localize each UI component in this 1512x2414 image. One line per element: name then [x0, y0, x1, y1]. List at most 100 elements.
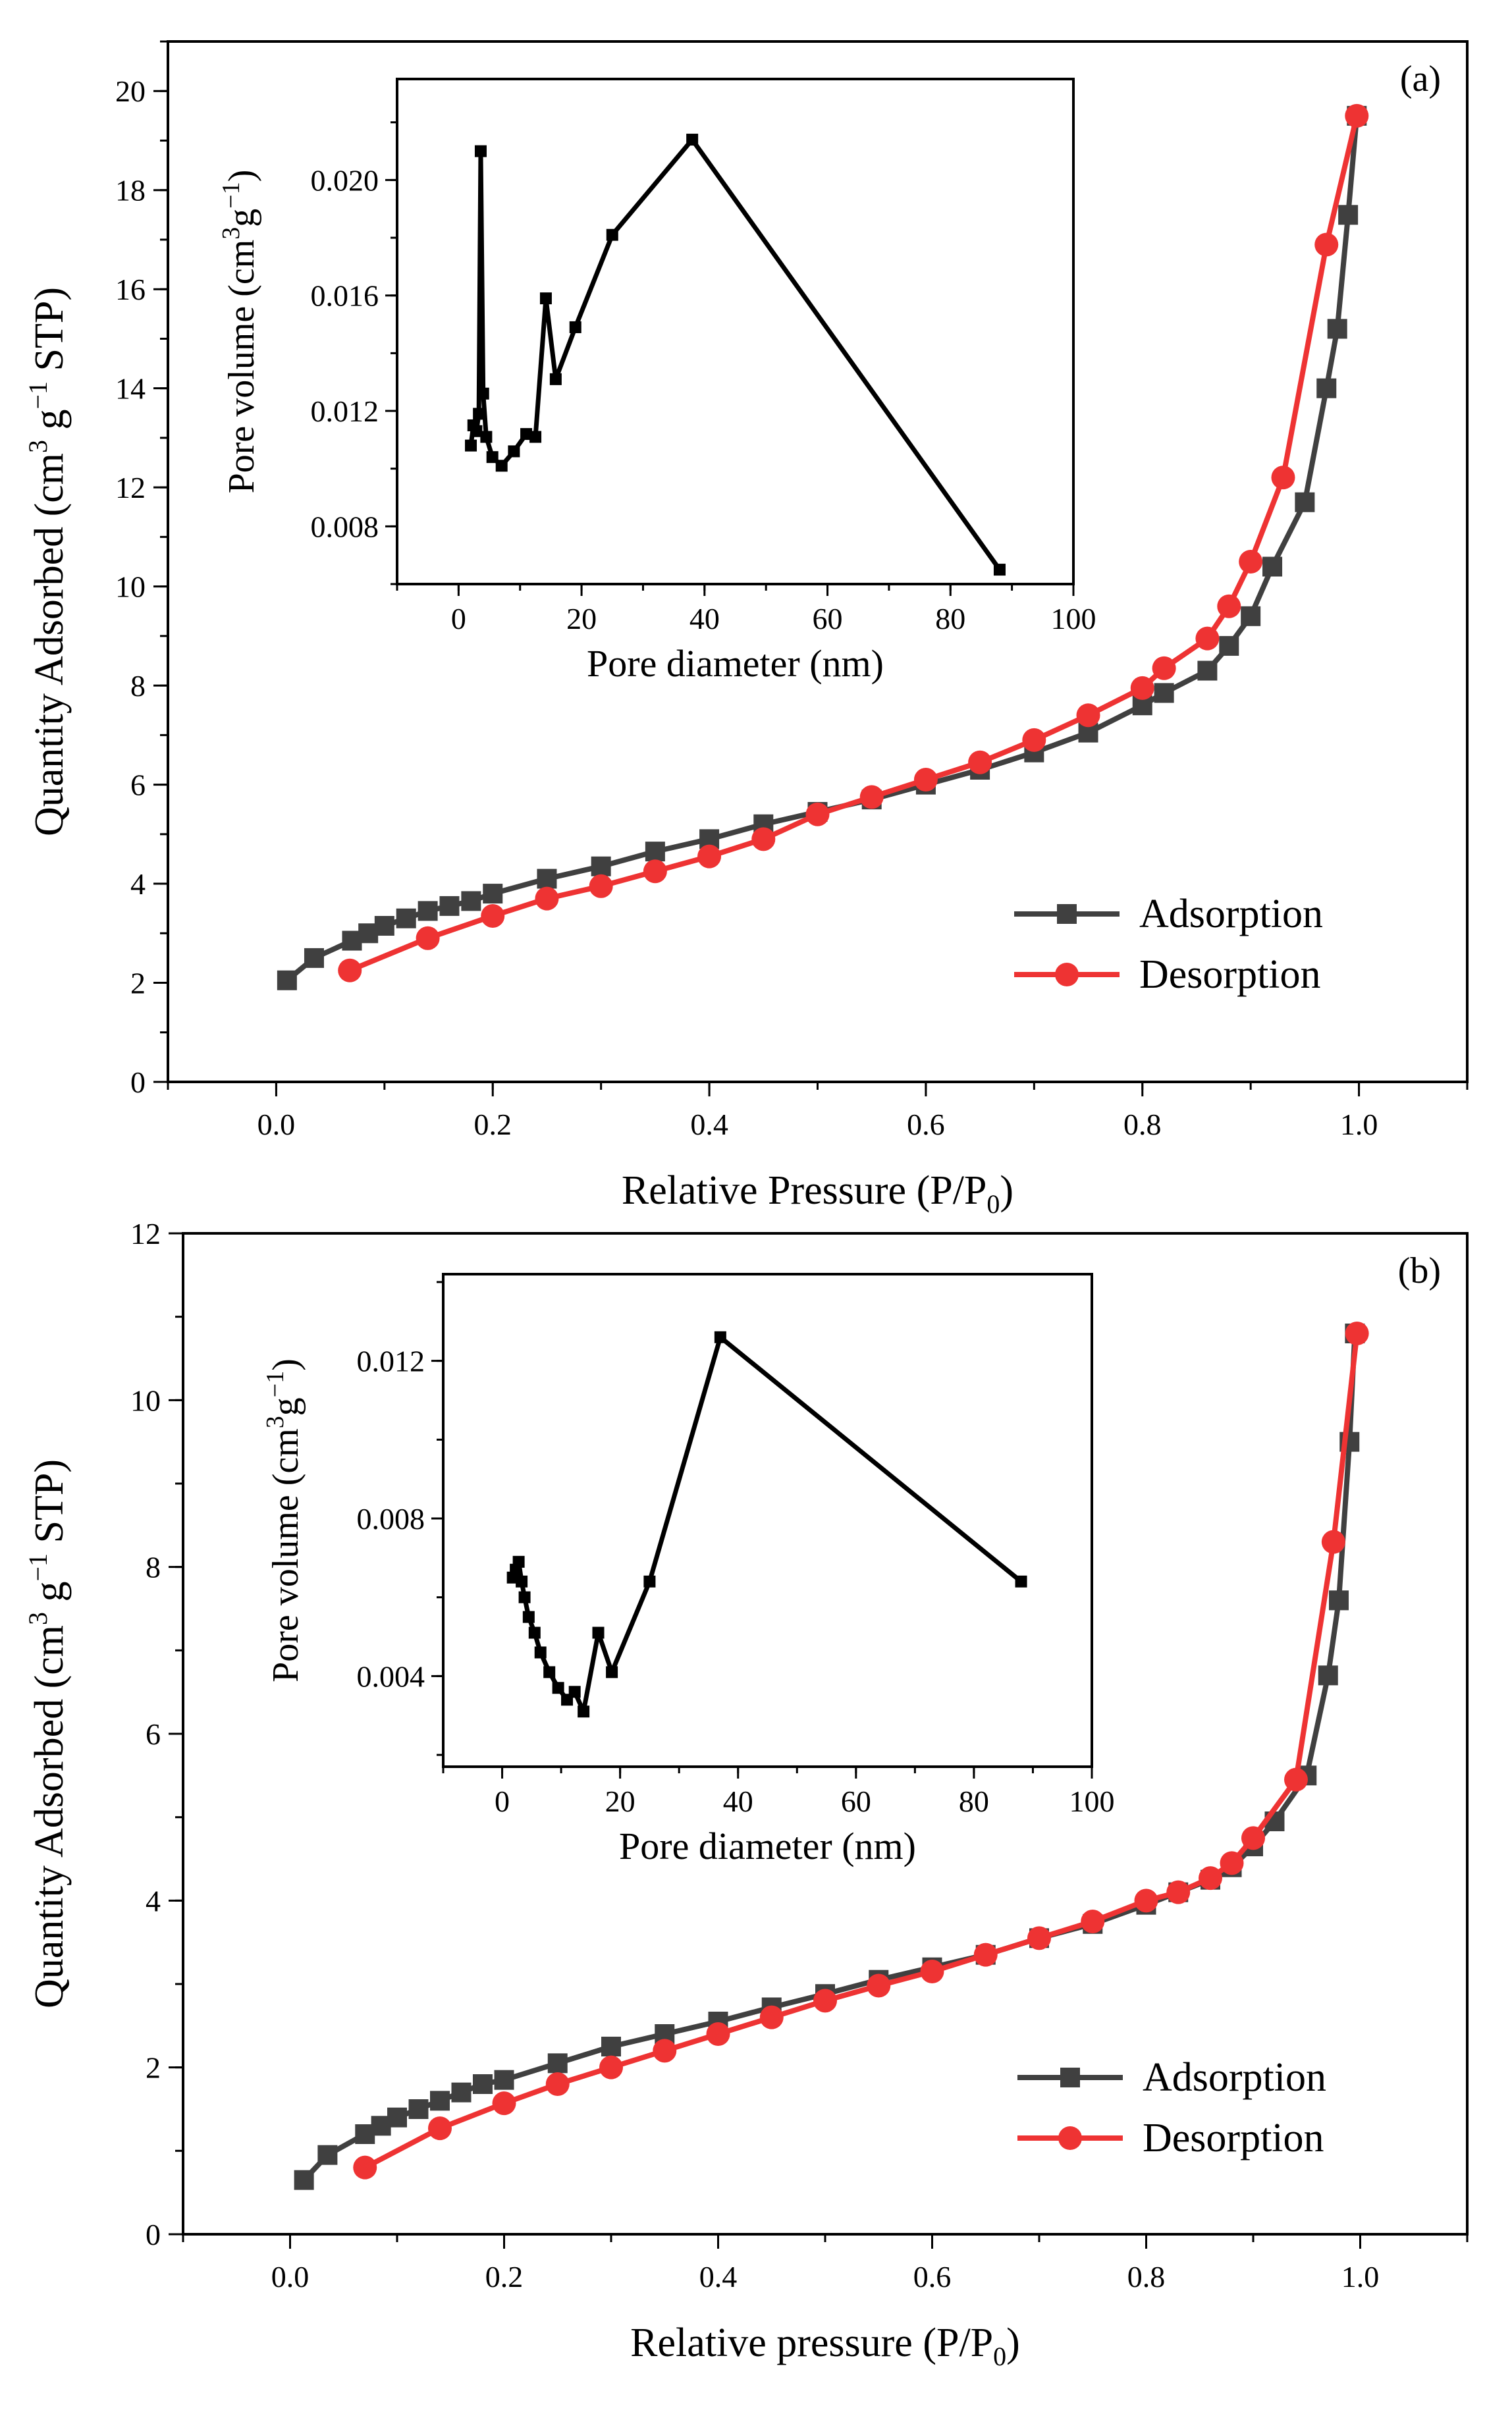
data-point-desorption [1027, 1926, 1051, 1950]
data-point-adsorption [645, 842, 665, 862]
inset-x-tick-label: 60 [813, 602, 843, 635]
y-axis-title: Quantity Adsorbed (cm3 g−1 STP) [23, 1459, 72, 2008]
inset-data-point [518, 1591, 531, 1603]
inset-data-point [552, 1682, 564, 1694]
y-tick-label: 2 [146, 2051, 161, 2085]
data-point-desorption [805, 802, 830, 826]
data-point-adsorption [1327, 319, 1347, 339]
data-point-adsorption [1338, 205, 1359, 225]
inset-y-tick-label: 0.004 [357, 1659, 425, 1693]
y-tick-label: 6 [130, 768, 146, 802]
inset-data-point [714, 1331, 726, 1343]
legend-marker [1058, 2126, 1082, 2150]
legend-marker [1057, 904, 1077, 924]
inset-data-point [643, 1575, 656, 1588]
data-point-adsorption [1154, 683, 1174, 703]
x-tick-label: 0.0 [271, 2260, 310, 2293]
data-point-adsorption [387, 2107, 407, 2128]
inset-data-point [528, 1626, 541, 1639]
data-point-desorption [1130, 676, 1154, 700]
data-point-adsorption [494, 2070, 514, 2090]
inset-chart: 0 20 40 60 80 100 0.004 0.008 0.012 Pore diameter… [261, 1273, 1115, 1867]
data-point-adsorption [1241, 606, 1261, 626]
inset-x-tick-label: 20 [566, 602, 597, 635]
inset-data-point [520, 428, 533, 441]
data-point-desorption [1081, 1910, 1105, 1933]
panel-a: 0.0 0.2 0.4 0.6 0.8 1.0 0 2 4 6 8 10 12 14 16 18 20 Relat… [23, 40, 1469, 1219]
x-tick-label: 0.0 [257, 1108, 296, 1141]
inset-data-point [473, 408, 485, 420]
data-point-adsorption [1262, 556, 1283, 577]
legend-marker [1055, 963, 1079, 986]
data-point-adsorption [1318, 1665, 1338, 1686]
inset-data-point [495, 460, 508, 472]
inset-x-tick-label: 0 [495, 1784, 510, 1818]
data-point-adsorption [396, 908, 416, 928]
x-axis-title: Relative pressure (P/P0) [630, 2320, 1020, 2371]
inset-data-point [686, 134, 699, 146]
inset-chart: 0 20 40 60 80 100 0.008 0.012 0.016 0.020 Pore dia… [217, 78, 1096, 685]
data-point-adsorption [1316, 378, 1337, 398]
panel-label: (b) [1398, 1250, 1441, 1291]
data-point-adsorption [601, 2037, 621, 2056]
inset-data-point [534, 1646, 547, 1659]
inset-y-tick-label: 0.012 [357, 1345, 425, 1378]
inset-x-tick-label: 80 [935, 602, 965, 635]
data-point-desorption [481, 903, 505, 928]
data-point-desorption [492, 2091, 516, 2116]
data-point-desorption [813, 1989, 837, 2013]
data-point-adsorption [483, 884, 503, 904]
inset-data-point [549, 373, 562, 385]
inset-data-point [543, 1666, 556, 1678]
inset-data-point [1015, 1575, 1027, 1588]
legend-label: Desorption [1139, 952, 1321, 997]
x-tick-label: 0.4 [690, 1108, 728, 1141]
x-tick-label: 0.2 [474, 1108, 512, 1141]
x-tick-label: 0.8 [1127, 2260, 1166, 2293]
inset-data-point [606, 1666, 618, 1678]
data-point-desorption [1134, 1889, 1158, 1913]
x-tick-label: 0.8 [1123, 1108, 1162, 1141]
legend-marker [1060, 2068, 1080, 2087]
data-point-desorption [1314, 232, 1339, 257]
data-point-adsorption [537, 869, 557, 889]
inset-data-point [569, 321, 581, 333]
data-point-desorption [1345, 103, 1369, 128]
data-point-desorption [1239, 550, 1263, 574]
inset-x-tick-label: 0 [451, 602, 466, 635]
data-point-desorption [913, 768, 938, 792]
inset-y-axis-title: Pore volume (cm3g−1) [217, 170, 262, 494]
y-axis-title: Quantity Adsorbed (cm3 g−1 STP) [23, 287, 72, 836]
legend-label: Adsorption [1143, 2055, 1326, 2100]
data-point-desorption [920, 1960, 944, 1983]
inset-x-tick-label: 60 [841, 1784, 871, 1818]
inset-data-point [470, 425, 483, 437]
inset-x-axis-title: Pore diameter (nm) [587, 642, 884, 685]
data-point-adsorption [374, 916, 394, 936]
x-tick-label: 1.0 [1340, 1108, 1378, 1141]
data-point-adsorption [277, 970, 297, 990]
data-point-desorption [599, 2055, 623, 2079]
data-point-desorption [535, 886, 559, 911]
data-point-adsorption [461, 891, 481, 911]
data-point-desorption [428, 2116, 452, 2141]
inset-data-point [539, 292, 552, 305]
inset-data-point [516, 1575, 528, 1588]
inset-y-tick-label: 0.016 [311, 279, 379, 313]
inset-data-point [480, 431, 493, 443]
series-line-desorption [348, 115, 1360, 973]
data-point-adsorption [1197, 660, 1218, 681]
inset-data-point [512, 1555, 525, 1568]
data-point-desorption [867, 1973, 891, 1998]
data-point-adsorption [591, 856, 611, 876]
data-point-desorption [1220, 1851, 1244, 1875]
y-tick-label: 4 [130, 867, 146, 901]
data-point-desorption [706, 2022, 730, 2046]
data-point-desorption [1199, 1866, 1222, 1891]
data-point-desorption [416, 926, 440, 950]
inset-x-tick-label: 100 [1051, 602, 1096, 635]
data-point-desorption [751, 827, 776, 851]
data-point-desorption [338, 958, 362, 982]
inset-y-tick-label: 0.008 [357, 1502, 425, 1536]
